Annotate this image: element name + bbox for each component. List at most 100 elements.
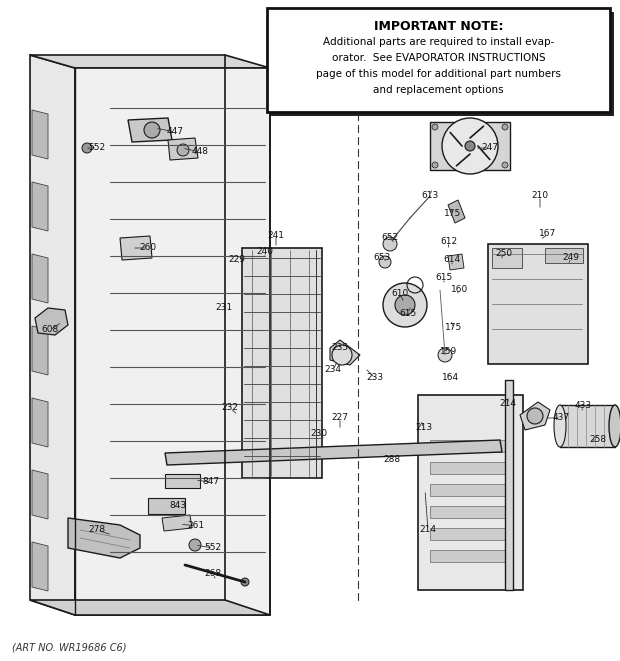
Polygon shape	[35, 308, 68, 335]
Polygon shape	[32, 326, 48, 375]
Polygon shape	[162, 515, 192, 531]
Circle shape	[189, 539, 201, 551]
Bar	[545, 248, 583, 263]
Bar	[430, 506, 510, 518]
Polygon shape	[32, 398, 48, 447]
Text: 615: 615	[435, 274, 453, 282]
Text: 164: 164	[443, 373, 459, 383]
Text: 268: 268	[205, 570, 221, 578]
Text: 249: 249	[562, 254, 580, 262]
Polygon shape	[32, 542, 48, 591]
Circle shape	[383, 237, 397, 251]
Text: 847: 847	[203, 477, 219, 486]
Text: 167: 167	[539, 229, 557, 239]
Text: Additional parts are required to install evap-: Additional parts are required to install…	[323, 37, 554, 47]
Text: 615: 615	[399, 309, 417, 317]
Text: 227: 227	[332, 414, 348, 422]
Bar	[75, 68, 270, 615]
Circle shape	[177, 144, 189, 156]
Text: 653: 653	[373, 254, 391, 262]
Text: 250: 250	[495, 249, 513, 258]
Text: 210: 210	[531, 192, 549, 200]
Text: 241: 241	[267, 231, 285, 239]
Bar	[430, 484, 510, 496]
Ellipse shape	[554, 405, 566, 447]
Text: 234: 234	[324, 366, 342, 375]
Bar	[242, 248, 322, 478]
Circle shape	[432, 124, 438, 130]
Polygon shape	[68, 518, 140, 558]
Text: (ART NO. WR19686 C6): (ART NO. WR19686 C6)	[12, 643, 126, 653]
Polygon shape	[32, 182, 48, 231]
Polygon shape	[30, 600, 270, 615]
Polygon shape	[32, 470, 48, 519]
Bar	[505, 380, 513, 590]
Polygon shape	[148, 498, 185, 514]
Text: 447: 447	[167, 128, 184, 137]
Polygon shape	[128, 118, 172, 142]
Polygon shape	[32, 254, 48, 303]
Polygon shape	[30, 55, 75, 615]
Circle shape	[527, 408, 543, 424]
Polygon shape	[448, 200, 465, 223]
Text: 247: 247	[482, 143, 498, 153]
Text: 610: 610	[391, 288, 409, 297]
Bar	[492, 248, 522, 268]
Circle shape	[241, 578, 249, 586]
Text: 612: 612	[440, 237, 458, 247]
Circle shape	[82, 143, 92, 153]
Bar	[488, 244, 588, 364]
Text: 230: 230	[311, 428, 327, 438]
Polygon shape	[120, 236, 152, 260]
Text: 608: 608	[42, 325, 59, 334]
Text: 261: 261	[187, 522, 205, 531]
Ellipse shape	[609, 405, 620, 447]
Bar	[418, 395, 523, 590]
Text: 160: 160	[451, 286, 469, 295]
Text: 229: 229	[229, 256, 246, 264]
Text: 235: 235	[332, 344, 348, 352]
Text: 613: 613	[422, 192, 438, 200]
Text: 652: 652	[381, 233, 399, 241]
Circle shape	[432, 162, 438, 168]
Polygon shape	[32, 110, 48, 159]
Circle shape	[465, 141, 475, 151]
Circle shape	[442, 118, 498, 174]
Text: 552: 552	[205, 543, 221, 553]
Text: 214: 214	[500, 399, 516, 408]
Text: 213: 213	[415, 424, 433, 432]
Circle shape	[502, 124, 508, 130]
Circle shape	[438, 348, 452, 362]
Polygon shape	[30, 55, 270, 68]
Circle shape	[502, 162, 508, 168]
Polygon shape	[168, 138, 198, 160]
Text: 278: 278	[89, 525, 105, 535]
Text: 843: 843	[169, 502, 187, 510]
Circle shape	[383, 283, 427, 327]
Text: 240: 240	[257, 247, 273, 256]
Bar	[430, 462, 510, 474]
Text: 258: 258	[590, 436, 606, 444]
Polygon shape	[448, 254, 464, 270]
Text: 175: 175	[445, 323, 463, 332]
Text: 552: 552	[89, 143, 105, 153]
Text: 614: 614	[443, 256, 461, 264]
Text: 260: 260	[140, 243, 157, 253]
Text: 214: 214	[420, 525, 436, 535]
Circle shape	[379, 256, 391, 268]
Polygon shape	[165, 474, 200, 488]
Bar	[271, 12, 614, 116]
Text: orator.  See EVAPORATOR INSTRUCTIONS: orator. See EVAPORATOR INSTRUCTIONS	[332, 53, 546, 63]
Bar	[267, 8, 610, 112]
Text: and replacement options: and replacement options	[373, 85, 504, 95]
Text: 233: 233	[366, 373, 384, 383]
Text: page of this model for additional part numbers: page of this model for additional part n…	[316, 69, 561, 79]
Circle shape	[395, 295, 415, 315]
Polygon shape	[165, 440, 502, 465]
Text: 231: 231	[215, 303, 232, 313]
Bar	[430, 440, 510, 452]
Text: IMPORTANT NOTE:: IMPORTANT NOTE:	[374, 20, 503, 32]
Text: 433: 433	[575, 401, 591, 410]
Text: 288: 288	[383, 455, 401, 465]
Bar	[430, 550, 510, 562]
